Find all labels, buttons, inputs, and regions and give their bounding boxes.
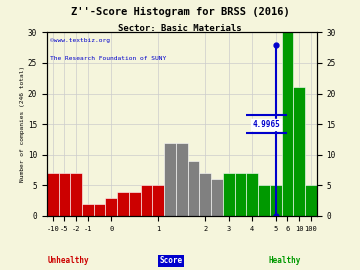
- Bar: [235, 173, 246, 216]
- Bar: [258, 185, 270, 216]
- Text: Sector: Basic Materials: Sector: Basic Materials: [118, 24, 242, 33]
- Bar: [141, 185, 152, 216]
- Bar: [246, 173, 258, 216]
- Text: Score: Score: [159, 256, 183, 265]
- Text: The Research Foundation of SUNY: The Research Foundation of SUNY: [50, 56, 166, 61]
- Text: 4.9965: 4.9965: [252, 120, 280, 129]
- Bar: [176, 143, 188, 216]
- Bar: [117, 191, 129, 216]
- Text: Z''-Score Histogram for BRSS (2016): Z''-Score Histogram for BRSS (2016): [71, 7, 289, 17]
- Text: Unhealthy: Unhealthy: [48, 256, 89, 265]
- Bar: [282, 32, 293, 216]
- Bar: [59, 173, 70, 216]
- Bar: [270, 185, 282, 216]
- Bar: [199, 173, 211, 216]
- Bar: [188, 161, 199, 216]
- Text: ©www.textbiz.org: ©www.textbiz.org: [50, 38, 109, 43]
- Bar: [152, 185, 164, 216]
- Bar: [305, 185, 317, 216]
- Y-axis label: Number of companies (246 total): Number of companies (246 total): [20, 66, 25, 182]
- Bar: [293, 87, 305, 216]
- Bar: [105, 198, 117, 216]
- Bar: [211, 179, 223, 216]
- Bar: [70, 173, 82, 216]
- Bar: [164, 143, 176, 216]
- Bar: [82, 204, 94, 216]
- Bar: [47, 173, 59, 216]
- Text: Healthy: Healthy: [268, 256, 301, 265]
- Bar: [223, 173, 235, 216]
- Bar: [94, 204, 105, 216]
- Bar: [129, 191, 141, 216]
